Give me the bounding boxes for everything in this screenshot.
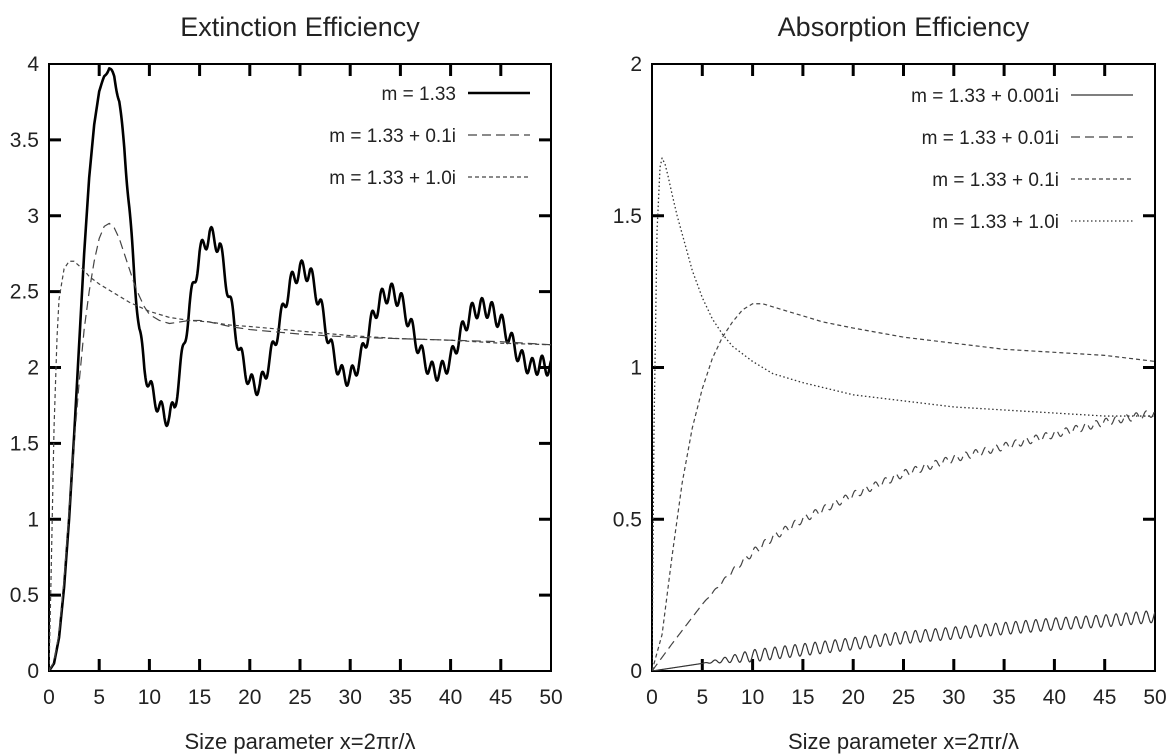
plot-frame [651,63,1156,672]
x-tick-label: 45 [1093,686,1116,709]
x-tick-label: 50 [1143,686,1166,709]
x-tick-label: 10 [138,686,161,709]
x-tick-label: 35 [389,686,412,709]
x-tick-label: 40 [439,686,462,709]
legend-label: m = 1.33 + 0.001i [911,86,1059,107]
chart-title: Extinction Efficiency [180,12,420,42]
y-tick-label: 1 [630,357,642,380]
y-tick-label: 2.5 [10,281,39,304]
y-tick-label: 3 [27,205,39,228]
x-tick-label: 40 [1043,686,1066,709]
x-tick-label: 15 [791,686,814,709]
series-line-2 [652,303,1155,671]
y-tick-label: 4 [27,53,39,76]
x-tick-label: 20 [842,686,865,709]
legend-label: m = 1.33 + 0.01i [922,128,1059,149]
y-tick-label: 0 [27,660,39,683]
legend-label: m = 1.33 + 0.1i [932,170,1059,191]
x-tick-label: 0 [646,686,658,709]
y-tick-label: 0.5 [613,508,642,531]
chart-title: Absorption Efficiency [778,12,1030,42]
y-tick-label: 0 [630,660,642,683]
x-tick-label: 5 [93,686,105,709]
y-tick-label: 0.5 [10,584,39,607]
x-axis-label: Size parameter x=2πr/λ [185,729,416,754]
x-tick-label: 35 [992,686,1015,709]
x-tick-label: 30 [339,686,362,709]
x-tick-label: 30 [942,686,965,709]
x-tick-label: 50 [539,686,562,709]
x-tick-label: 25 [892,686,915,709]
x-tick-label: 20 [238,686,261,709]
x-tick-label: 0 [43,686,55,709]
x-tick-label: 10 [741,686,764,709]
series-line-2 [49,260,551,671]
y-tick-label: 1 [27,508,39,531]
x-tick-label: 45 [489,686,512,709]
legend-label: m = 1.33 + 0.1i [329,126,456,147]
x-axis-label: Size parameter x=2πr/λ [788,729,1019,754]
series-line-0 [49,67,551,671]
y-tick-label: 2 [27,357,39,380]
x-tick-label: 25 [288,686,311,709]
y-tick-label: 2 [630,53,642,76]
y-tick-label: 1.5 [10,432,39,455]
y-tick-label: 1.5 [613,205,642,228]
x-tick-label: 5 [696,686,708,709]
x-tick-label: 15 [188,686,211,709]
series-line-0 [652,610,1155,671]
legend-label: m = 1.33 [382,84,456,105]
legend-label: m = 1.33 + 1.0i [932,212,1059,233]
series-line-1 [49,222,551,671]
series-line-1 [652,410,1155,671]
legend-label: m = 1.33 + 1.0i [329,168,456,189]
y-tick-label: 3.5 [10,129,39,152]
series-line-3 [652,157,1155,671]
